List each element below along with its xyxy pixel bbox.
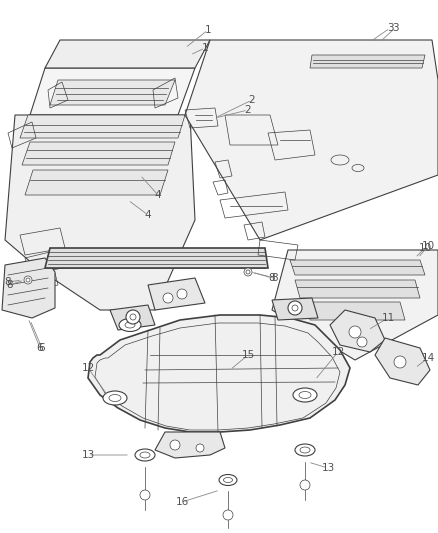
Polygon shape [272,298,318,320]
Polygon shape [375,338,430,385]
Text: 1: 1 [201,43,208,53]
Circle shape [394,356,406,368]
Text: 1: 1 [205,25,211,35]
Polygon shape [88,315,350,432]
Polygon shape [20,115,185,138]
Polygon shape [310,55,425,68]
Text: 8: 8 [272,273,278,283]
Text: 2: 2 [245,105,251,115]
Text: 13: 13 [321,463,335,473]
Polygon shape [50,80,175,105]
Text: 13: 13 [81,450,95,460]
Ellipse shape [219,474,237,486]
Text: 6: 6 [37,343,43,353]
Ellipse shape [119,319,141,332]
Text: 3: 3 [392,23,398,33]
Text: 8: 8 [7,280,13,290]
Polygon shape [185,40,438,240]
Ellipse shape [293,388,317,402]
Text: 6: 6 [39,343,45,353]
Text: 15: 15 [241,350,254,360]
Polygon shape [155,432,225,458]
Circle shape [24,276,32,284]
Circle shape [223,510,233,520]
Polygon shape [45,248,268,268]
Polygon shape [25,170,168,195]
Polygon shape [305,302,405,320]
Polygon shape [295,280,420,298]
Polygon shape [45,40,210,68]
Circle shape [300,480,310,490]
Polygon shape [2,258,55,318]
Polygon shape [148,278,205,310]
Text: 14: 14 [421,353,434,363]
Circle shape [140,490,150,500]
Polygon shape [290,260,425,275]
Polygon shape [110,305,155,330]
Text: 4: 4 [145,210,151,220]
Ellipse shape [135,449,155,461]
Text: 2: 2 [249,95,255,105]
Text: 8: 8 [5,277,11,287]
Text: 11: 11 [381,313,395,323]
Circle shape [349,326,361,338]
Polygon shape [22,142,175,165]
Text: 10: 10 [421,241,434,251]
Ellipse shape [103,391,127,405]
Circle shape [196,444,204,452]
Text: 12: 12 [81,363,95,373]
Circle shape [177,289,187,299]
Circle shape [163,293,173,303]
Circle shape [357,337,367,347]
Text: 10: 10 [418,243,431,253]
Circle shape [244,268,252,276]
Circle shape [288,301,302,315]
Circle shape [170,440,180,450]
Text: 16: 16 [175,497,189,507]
Polygon shape [330,310,385,352]
Text: 12: 12 [332,347,345,357]
Polygon shape [272,250,438,360]
Text: 4: 4 [155,190,161,200]
Text: 8: 8 [268,273,276,283]
Polygon shape [5,115,195,310]
Text: 3: 3 [387,23,393,33]
Circle shape [126,310,140,324]
Ellipse shape [295,444,315,456]
Polygon shape [30,68,195,115]
